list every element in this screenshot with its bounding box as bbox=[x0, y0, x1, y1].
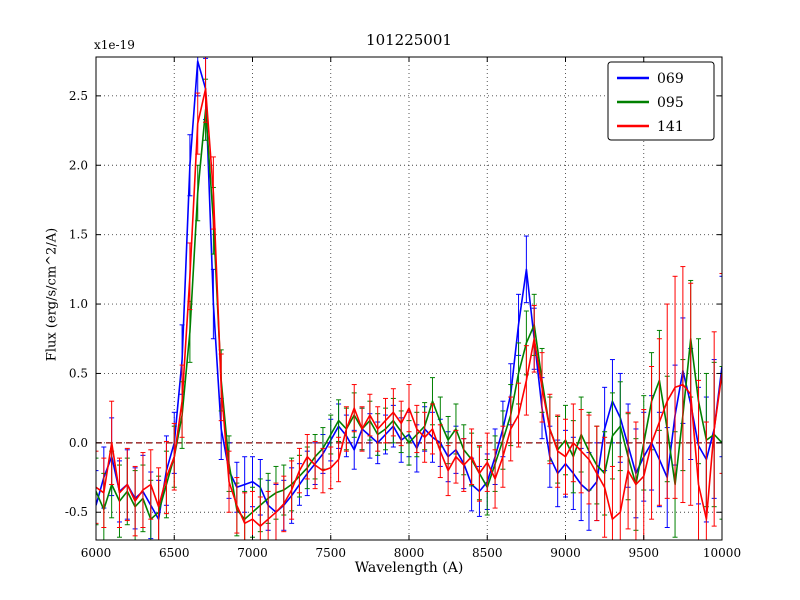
x-tick-label: 10000 bbox=[703, 546, 741, 560]
series-141 bbox=[96, 57, 722, 540]
legend-box bbox=[607, 61, 715, 141]
legend-label: 069 bbox=[657, 71, 684, 87]
x-tick-label: 6500 bbox=[159, 546, 190, 560]
y-tick-label: 2.0 bbox=[69, 158, 88, 172]
x-tick-label: 9500 bbox=[628, 546, 659, 560]
legend-label: 095 bbox=[657, 95, 684, 111]
y-tick-label: -0.5 bbox=[65, 505, 88, 519]
x-tick-label: 6000 bbox=[81, 546, 112, 560]
x-tick-label: 8000 bbox=[394, 546, 425, 560]
series-095 bbox=[96, 78, 722, 540]
y-axis-label: Flux (erg/s/cm^2/A) bbox=[44, 227, 60, 362]
tick-marks bbox=[95, 57, 723, 540]
x-tick-label: 9000 bbox=[550, 546, 581, 560]
x-tick-label: 7000 bbox=[237, 546, 268, 560]
legend: 069 095 141 bbox=[607, 61, 715, 141]
y-tick-label: 1.5 bbox=[69, 228, 88, 242]
tick-labels: 6000 6500 7000 7500 8000 8500 9000 9500 10000 -0.… bbox=[65, 89, 741, 560]
x-tick-label: 7500 bbox=[315, 546, 346, 560]
legend-label: 141 bbox=[657, 119, 684, 135]
y-tick-label: 2.5 bbox=[69, 89, 88, 103]
y-tick-label: 1.0 bbox=[69, 297, 88, 311]
y-tick-label: 0.5 bbox=[69, 366, 88, 380]
x-tick-label: 8500 bbox=[472, 546, 503, 560]
x-axis-label: Wavelength (A) bbox=[354, 560, 464, 576]
y-offset-label: x1e-19 bbox=[94, 38, 135, 52]
plot-title: 101225001 bbox=[366, 31, 452, 49]
y-tick-label: 0.0 bbox=[69, 436, 88, 450]
